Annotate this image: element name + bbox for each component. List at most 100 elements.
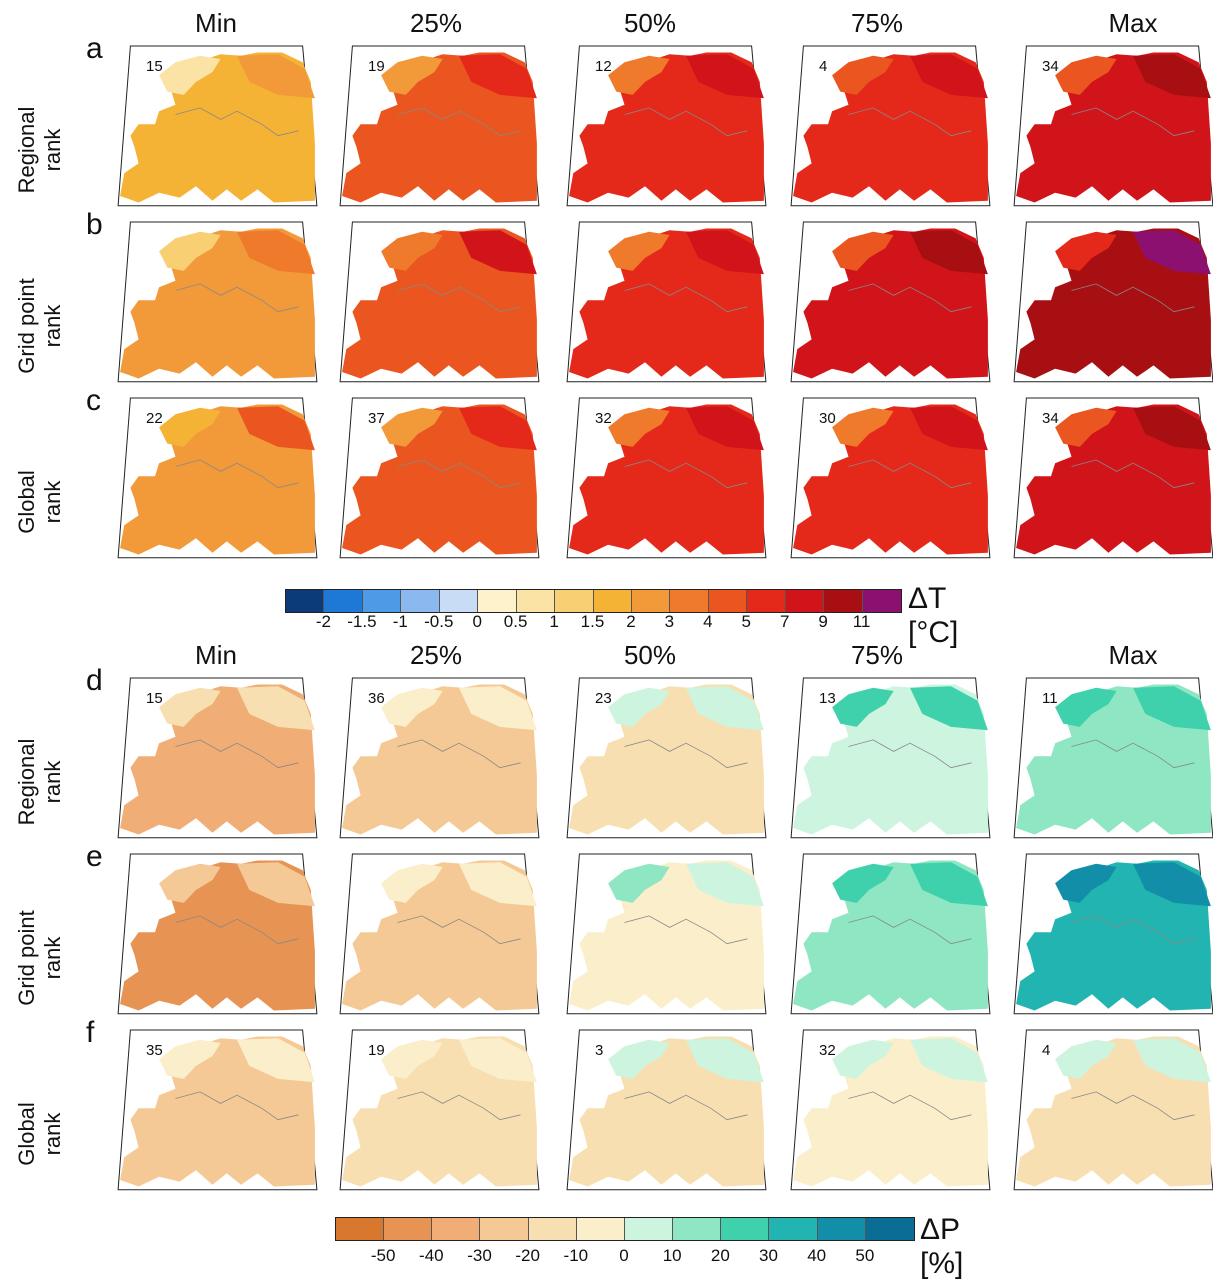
coastline: [848, 739, 972, 769]
land-field: [793, 1036, 988, 1187]
temperature-colorbar-swatch: [631, 590, 671, 612]
precipitation-colorbar-swatch: [769, 1218, 818, 1240]
precipitation-column-title: 50%: [623, 640, 677, 670]
temperature-tick-label: -1: [392, 612, 408, 631]
coastline: [848, 459, 972, 489]
coastline: [1071, 107, 1195, 137]
precipitation-map-panel: [787, 1029, 992, 1193]
temperature-map-panel: [787, 397, 992, 561]
precipitation-map-panel: [1010, 1029, 1213, 1193]
precipitation-column-title: Max: [1108, 640, 1158, 670]
land-field: [120, 684, 315, 835]
precipitation-row-label: Grid point rank: [14, 909, 65, 1006]
northeast-field: [237, 686, 315, 731]
temperature-rank-label: 34: [1042, 410, 1059, 427]
precipitation-colorbar-swatch: [528, 1218, 577, 1240]
precipitation-colorbar-swatch: [576, 1218, 625, 1240]
scandinavia-field: [608, 407, 670, 447]
temperature-tick-label: -2: [315, 612, 331, 631]
northeast-field: [910, 686, 988, 731]
precipitation-tick-label: 40: [807, 1246, 827, 1265]
land-field: [342, 1036, 537, 1187]
coastline: [848, 915, 972, 945]
scandinavia-field: [832, 55, 894, 95]
coastline: [848, 1091, 972, 1121]
scandinavia-field: [159, 687, 221, 727]
precipitation-tick-label: 50: [855, 1246, 875, 1265]
temperature-tick-label: 11: [852, 612, 871, 631]
land-field: [120, 52, 315, 203]
coastline: [175, 459, 299, 489]
precipitation-colorbar-swatch: [624, 1218, 674, 1240]
precipitation-tick-label: 10: [662, 1246, 682, 1265]
coastline: [624, 459, 748, 489]
precipitation-rank-label: 32: [819, 1042, 836, 1059]
temperature-tick-label: -1.5: [347, 612, 377, 631]
precipitation-tick-label: -40: [419, 1246, 444, 1265]
temperature-rank-label: 37: [368, 410, 385, 427]
northeast-field: [910, 1038, 988, 1083]
coastline: [397, 107, 521, 137]
temperature-tick-label: 0.5: [503, 612, 528, 631]
precipitation-row-label: Global rank: [14, 1101, 65, 1166]
precipitation-map-panel: [114, 677, 319, 841]
temperature-rank-label: 22: [146, 410, 163, 427]
temperature-rank-label: 12: [595, 58, 612, 75]
scandinavia-field: [159, 1039, 221, 1079]
northeast-field: [237, 1038, 315, 1083]
scandinavia-field: [608, 1039, 670, 1079]
temperature-map-panel: [563, 221, 768, 385]
precipitation-colorbar-title: ΔP [%]: [920, 1213, 964, 1280]
northeast-field: [686, 406, 764, 451]
temperature-tick-label: 5: [741, 612, 751, 631]
coastline: [1071, 915, 1195, 945]
northeast-field: [686, 54, 764, 99]
temperature-row-label: Grid point rank: [14, 277, 65, 374]
precipitation-colorbar: [335, 1217, 915, 1241]
northeast-field: [910, 406, 988, 451]
temperature-column-title: 25%: [409, 8, 463, 38]
temperature-column-title: Min: [195, 8, 237, 38]
scandinavia-field: [159, 231, 221, 271]
scandinavia-field: [832, 863, 894, 903]
northeast-field: [459, 686, 537, 731]
scandinavia-field: [1055, 407, 1117, 447]
precipitation-rank-label: 13: [819, 690, 836, 707]
land-field: [1016, 860, 1211, 1011]
scandinavia-field: [832, 231, 894, 271]
temperature-tick-label: 4: [703, 612, 713, 631]
scandinavia-field: [381, 231, 443, 271]
scandinavia-field: [832, 1039, 894, 1079]
precipitation-colorbar-swatch: [336, 1218, 385, 1240]
coastline: [848, 283, 972, 313]
precipitation-map-panel: [336, 1029, 541, 1193]
northeast-field: [1133, 406, 1211, 451]
coastline: [848, 107, 972, 137]
land-field: [569, 52, 764, 203]
northeast-field: [459, 406, 537, 451]
northeast-field: [686, 686, 764, 731]
scandinavia-field: [608, 231, 670, 271]
precipitation-tick-label: 20: [710, 1246, 730, 1265]
precipitation-map-panel: [114, 853, 319, 1017]
temperature-column-title: 50%: [623, 8, 677, 38]
precipitation-column-title: 25%: [409, 640, 463, 670]
precipitation-map-panel: [336, 853, 541, 1017]
land-field: [793, 860, 988, 1011]
scandinavia-field: [832, 687, 894, 727]
temperature-column-title: 75%: [850, 8, 904, 38]
temperature-colorbar-title: ΔT [°C]: [908, 582, 959, 649]
precipitation-tick-label: -20: [515, 1246, 540, 1265]
precipitation-rank-label: 35: [146, 1042, 163, 1059]
scandinavia-field: [159, 55, 221, 95]
land-field: [342, 52, 537, 203]
northeast-field: [686, 862, 764, 907]
land-field: [1016, 52, 1211, 203]
coastline: [175, 107, 299, 137]
northeast-field: [1133, 686, 1211, 731]
northeast-field: [459, 1038, 537, 1083]
temperature-map-panel: [114, 397, 319, 561]
northeast-field: [686, 1038, 764, 1083]
scandinavia-field: [608, 55, 670, 95]
scandinavia-field: [159, 407, 221, 447]
